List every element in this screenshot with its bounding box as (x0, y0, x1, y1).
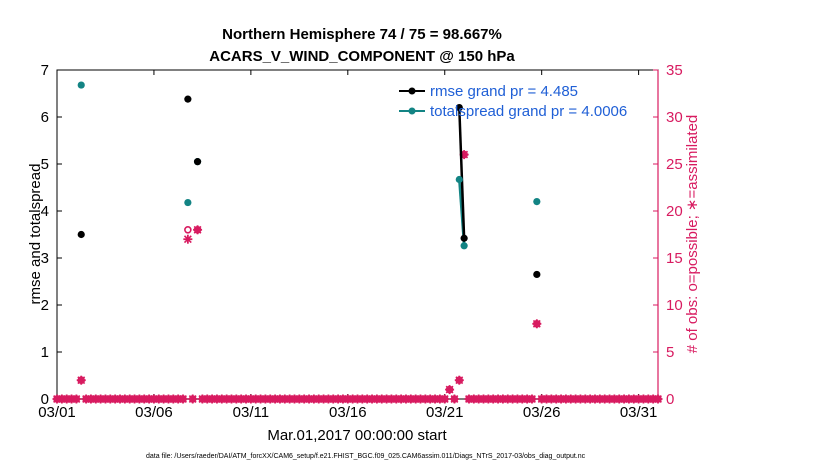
y-right-tick-label: 15 (666, 250, 683, 267)
y-right-tick-label: 35 (666, 62, 683, 79)
obs-assimilated-marker (440, 394, 450, 404)
obs-count-series (52, 150, 663, 404)
x-tick-label: 03/11 (233, 404, 269, 421)
y-left-tick-label: 0 (41, 391, 49, 408)
y-left-tick-label: 3 (41, 250, 49, 267)
right-axis: 0 5 10 15 20 25 30 35 (653, 62, 683, 408)
legend-spread-marker (408, 107, 416, 115)
y-left-tick-label: 5 (41, 156, 49, 173)
spread-point (184, 198, 192, 207)
rmse-point (193, 158, 202, 166)
obs-assimilated-marker (188, 394, 198, 404)
x-tick-label: 03/26 (523, 404, 561, 421)
obs-assimilated-marker (449, 394, 459, 404)
rmse-point (460, 234, 468, 242)
legend-rmse-marker (408, 87, 416, 95)
y-left-tick-label: 7 (41, 62, 49, 79)
x-tick-label: 03/16 (329, 404, 367, 421)
obs-assimilated-marker (527, 394, 537, 404)
y-right-tick-label: 5 (666, 344, 674, 361)
obs-assimilated-marker (445, 385, 455, 395)
y-right-tick-label: 30 (666, 109, 683, 126)
spread-point (77, 81, 85, 89)
obs-assimilated-marker (76, 375, 86, 385)
obs-assimilated-marker (71, 394, 81, 404)
connecting-lines (458, 107, 466, 246)
x-axis-label: Mar.01,2017 00:00:00 start (267, 427, 447, 444)
x-tick-label: 03/06 (135, 404, 173, 421)
y-left-tick-label: 4 (41, 203, 49, 220)
x-tick-label: 03/31 (620, 404, 658, 421)
chart-title-line1: Northern Hemisphere 74 / 75 = 98.667% (222, 26, 502, 43)
y-left-tick-label: 1 (41, 344, 49, 361)
chart-title-line2: ACARS_V_WIND_COMPONENT @ 150 hPa (209, 48, 515, 65)
x-axis: 03/01 03/06 03/11 03/16 03/21 03/26 03/31 (38, 70, 657, 421)
rmse-series (77, 95, 541, 279)
obs-possible-marker (184, 226, 192, 234)
rmse-point (184, 95, 192, 103)
spread-point (533, 198, 541, 206)
x-tick-label: 03/01 (38, 404, 76, 421)
x-tick-label: 03/21 (426, 404, 464, 421)
y-right-tick-label: 20 (666, 203, 683, 220)
spread-point (460, 242, 468, 250)
legend: rmse grand pr = 4.485 totalspread grand … (399, 83, 627, 120)
rmse-segment (458, 107, 466, 239)
rmse-point (77, 230, 85, 239)
plot-area (56, 69, 659, 400)
rmse-point (533, 270, 541, 279)
y-left-tick-label: 6 (41, 109, 49, 126)
obs-assimilated-marker (183, 234, 193, 244)
y-right-tick-label: 0 (666, 391, 674, 408)
y-axis-label-right: # of obs: o=possible; ∗=assimilated (684, 115, 701, 354)
obs-assimilated-marker (653, 394, 663, 404)
obs-assimilated-marker (532, 319, 542, 329)
y-left-tick-label: 2 (41, 297, 49, 314)
spread-point (455, 175, 463, 184)
legend-rmse-label: rmse grand pr = 4.485 (430, 83, 578, 100)
y-axis-label-left: rmse and totalspread (27, 164, 44, 305)
obs-assimilated-marker (178, 394, 188, 404)
obs-assimilated-marker (193, 225, 203, 235)
obs-assimilated-marker (454, 375, 464, 385)
footer-data-file: data file: /Users/raeder/DAI/ATM_forcXX/… (146, 453, 586, 460)
legend-spread-label: totalspread grand pr = 4.0006 (430, 103, 627, 120)
y-right-tick-label: 10 (666, 297, 683, 314)
rmse-point (455, 104, 463, 112)
y-right-tick-label: 25 (666, 156, 683, 173)
